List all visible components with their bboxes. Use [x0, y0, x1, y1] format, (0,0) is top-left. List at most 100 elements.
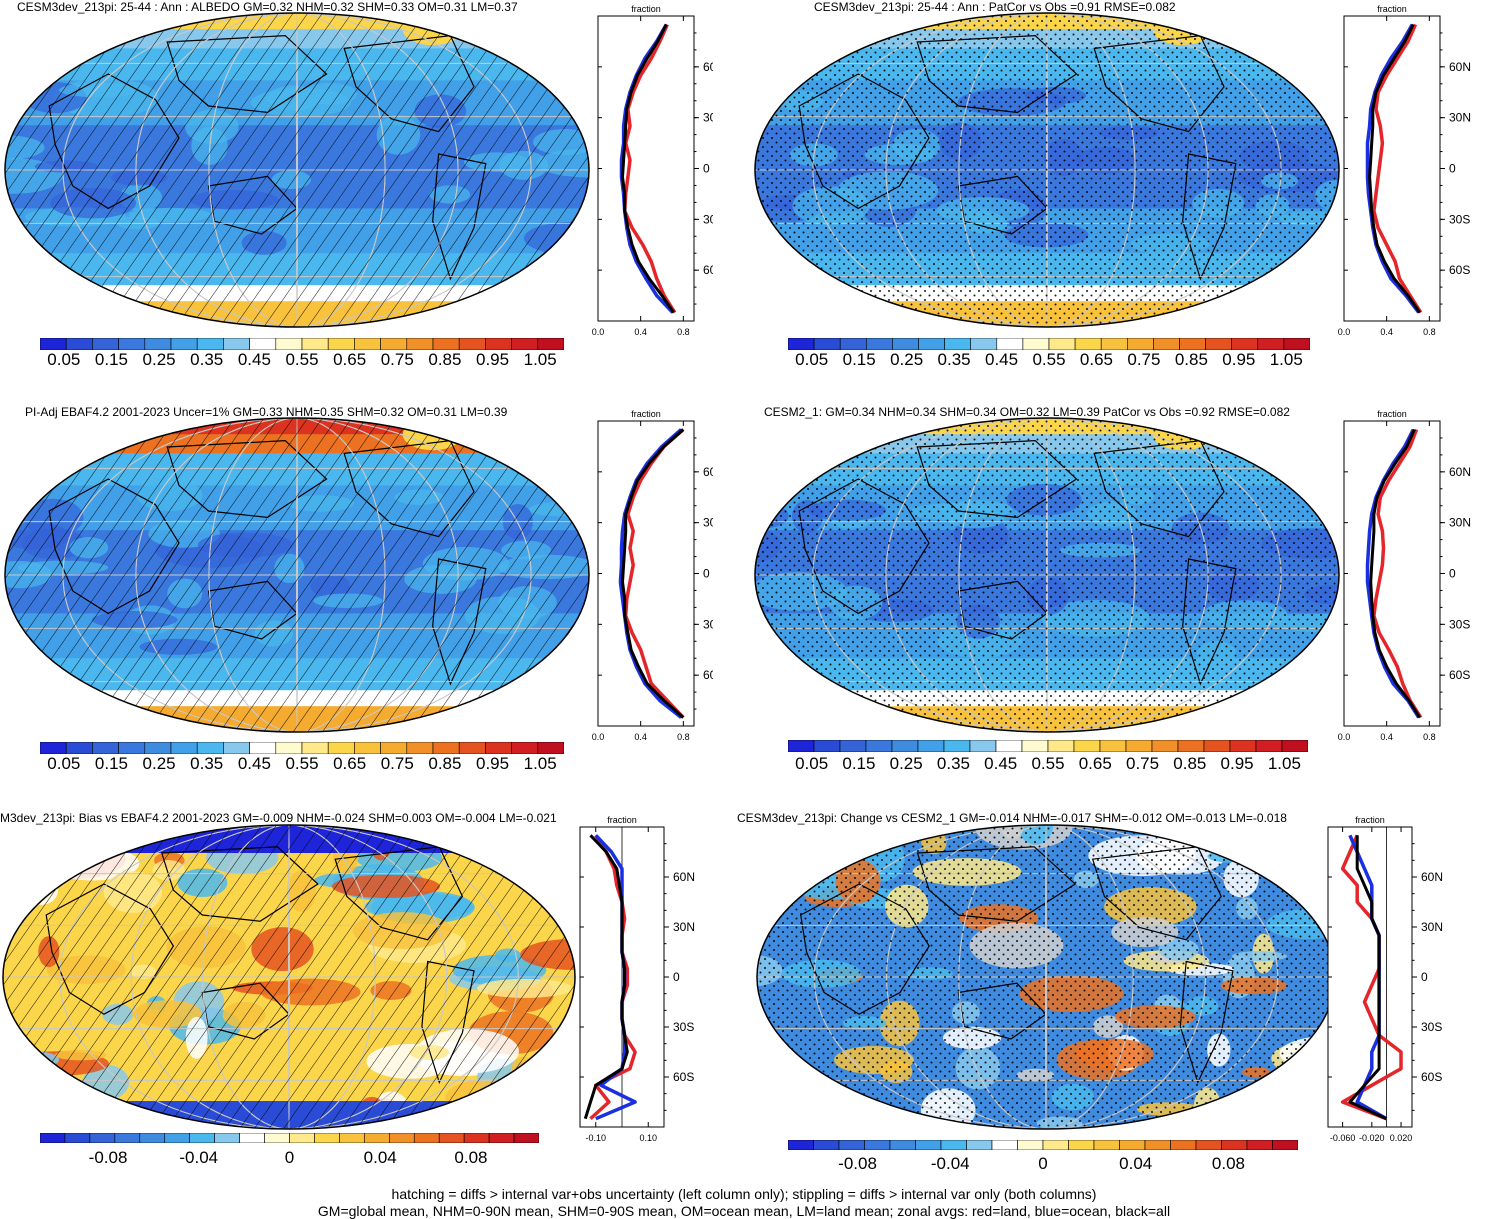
colorbar-swatch	[891, 740, 919, 752]
colorbar-swatch	[92, 338, 119, 350]
colorbar-tick-label: 0.45	[984, 754, 1018, 773]
colorbar-tick-label: 0.05	[795, 350, 829, 369]
colorbar-swatch	[432, 742, 460, 754]
colorbar-tick-label: 0.05	[47, 754, 81, 773]
colorbar-swatch	[1022, 338, 1050, 350]
colorbar-swatch	[92, 742, 119, 754]
colorbar-swatch	[1255, 740, 1283, 752]
colorbar-swatch	[1281, 740, 1308, 752]
colorbar-swatch	[289, 1133, 315, 1143]
colorbar-swatch	[996, 338, 1024, 350]
colorbar-swatch	[139, 1133, 166, 1143]
colorbar-swatch	[485, 742, 512, 754]
x-tick-label: 0.0	[1338, 327, 1351, 337]
x-tick-label: 0.020	[1390, 1133, 1413, 1143]
world-map	[4, 417, 590, 733]
colorbar-tick-label: 0	[284, 1148, 295, 1167]
world-map	[754, 417, 1340, 733]
zonal-mean-plot: fraction 60N 30N 0 30S 60S 0.0 0.4 0.8	[1338, 4, 1471, 337]
colorbar-tick-label: 0.85	[428, 350, 462, 369]
colorbar-swatch	[788, 338, 815, 350]
x-tick-label: 0.4	[634, 327, 647, 337]
panel-title: CESM3dev_213pi: 25-44 : Ann : ALBEDO GM=…	[17, 0, 518, 14]
panel-title: PI-Adj EBAF4.2 2001-2023 Uncer=1% GM=0.3…	[25, 405, 508, 419]
colorbar-swatch	[223, 338, 250, 350]
colorbar-tick-label: 0.45	[237, 754, 271, 773]
world-map	[4, 12, 590, 328]
colorbar-swatch	[380, 338, 408, 350]
lat-tick-label: 0	[1449, 162, 1456, 176]
footer-note-hatching: hatching = diffs > internal var+obs unce…	[391, 1186, 1097, 1202]
lat-tick-label: 60S	[1421, 1070, 1442, 1084]
colorbar-swatch	[1074, 338, 1102, 350]
colorbar-swatch	[1272, 1140, 1298, 1150]
colorbar-tick-label: 0.55	[285, 350, 319, 369]
x-tick-label: -0.020	[1359, 1133, 1385, 1143]
lat-tick-label: 60N	[1421, 870, 1443, 884]
colorbar-swatch	[865, 740, 893, 752]
zonal-axis-title: fraction	[1355, 815, 1385, 825]
colorbar-swatch	[838, 1140, 865, 1150]
colorbar-swatch	[918, 338, 945, 350]
lat-tick-label: 0	[673, 970, 680, 984]
colorbar-tick-label: 0.35	[190, 350, 224, 369]
world-map	[756, 824, 1336, 1130]
colorbar-swatch	[1205, 338, 1233, 350]
colorbar-swatch	[788, 740, 815, 752]
zonal-axis-title: fraction	[1377, 4, 1407, 14]
lat-tick-label: 30S	[703, 617, 713, 631]
colorbar-swatch	[839, 740, 867, 752]
colorbar-tick-label: 0.35	[937, 350, 971, 369]
x-tick-label: 0.8	[1423, 732, 1436, 742]
colorbar-swatch	[1125, 740, 1153, 752]
colorbar-swatch	[144, 742, 172, 754]
colorbar-tick-label: 0.08	[454, 1148, 488, 1167]
zonal-series-land	[589, 834, 637, 1120]
colorbar-swatch	[1126, 338, 1154, 350]
colorbar-tick-label: 0.25	[890, 350, 924, 369]
colorbar-swatch	[114, 1133, 141, 1143]
world-map	[2, 824, 576, 1130]
colorbar-tick-label: 0.65	[333, 754, 367, 773]
colorbar-swatch	[264, 1133, 290, 1143]
zonal-axis-title: fraction	[1377, 409, 1407, 419]
colorbar-swatch	[144, 338, 172, 350]
colorbar-tick-label: 0.25	[142, 350, 176, 369]
colorbar-swatch	[327, 742, 355, 754]
colorbar-swatch	[866, 338, 893, 350]
colorbar-swatch	[940, 1140, 967, 1150]
colorbar-swatch	[170, 338, 198, 350]
zonal-series-ocean	[1365, 23, 1421, 314]
lat-tick-label: 0	[1421, 970, 1428, 984]
colorbar-swatch	[301, 338, 329, 350]
colorbar-tick-label: 0.75	[1127, 350, 1161, 369]
lat-tick-label: 0	[703, 162, 710, 176]
x-tick-label: 0.4	[1380, 732, 1393, 742]
colorbar-tick-label: 0.85	[1173, 754, 1207, 773]
lat-tick-label: 30N	[1449, 516, 1471, 530]
stippling-overlay	[755, 13, 1339, 327]
colorbar-tick-label: -0.08	[88, 1148, 128, 1167]
colorbar-swatch	[339, 1133, 365, 1143]
x-tick-label: -0.060	[1330, 1133, 1356, 1143]
lat-tick-label: 60S	[673, 1070, 694, 1084]
colorbar-tick-label: 0.04	[363, 1148, 397, 1167]
lat-tick-label: 30S	[1421, 1020, 1442, 1034]
colorbar-swatch	[864, 1140, 891, 1150]
colorbar-swatch	[1246, 1140, 1273, 1150]
lat-tick-label: 60N	[703, 60, 713, 74]
colorbar-swatch	[813, 740, 841, 752]
footer-note-legend: GM=global mean, NHM=0-90N mean, SHM=0-90…	[317, 1203, 1171, 1219]
colorbar-tick-label: 1.05	[1267, 754, 1301, 773]
colorbar-tick-label: 0.05	[795, 754, 829, 773]
world-map	[754, 12, 1340, 328]
map-border	[2, 824, 576, 1130]
x-tick-label: 0.4	[1380, 327, 1393, 337]
map-border	[4, 12, 590, 328]
colorbar-swatch	[511, 742, 539, 754]
x-tick-label: 0.8	[677, 732, 690, 742]
hatching-overlay	[3, 825, 575, 1129]
colorbar-tick-label: 0.95	[475, 350, 510, 369]
lat-tick-label: 60S	[1449, 668, 1470, 682]
x-tick-label: 0.0	[592, 732, 605, 742]
